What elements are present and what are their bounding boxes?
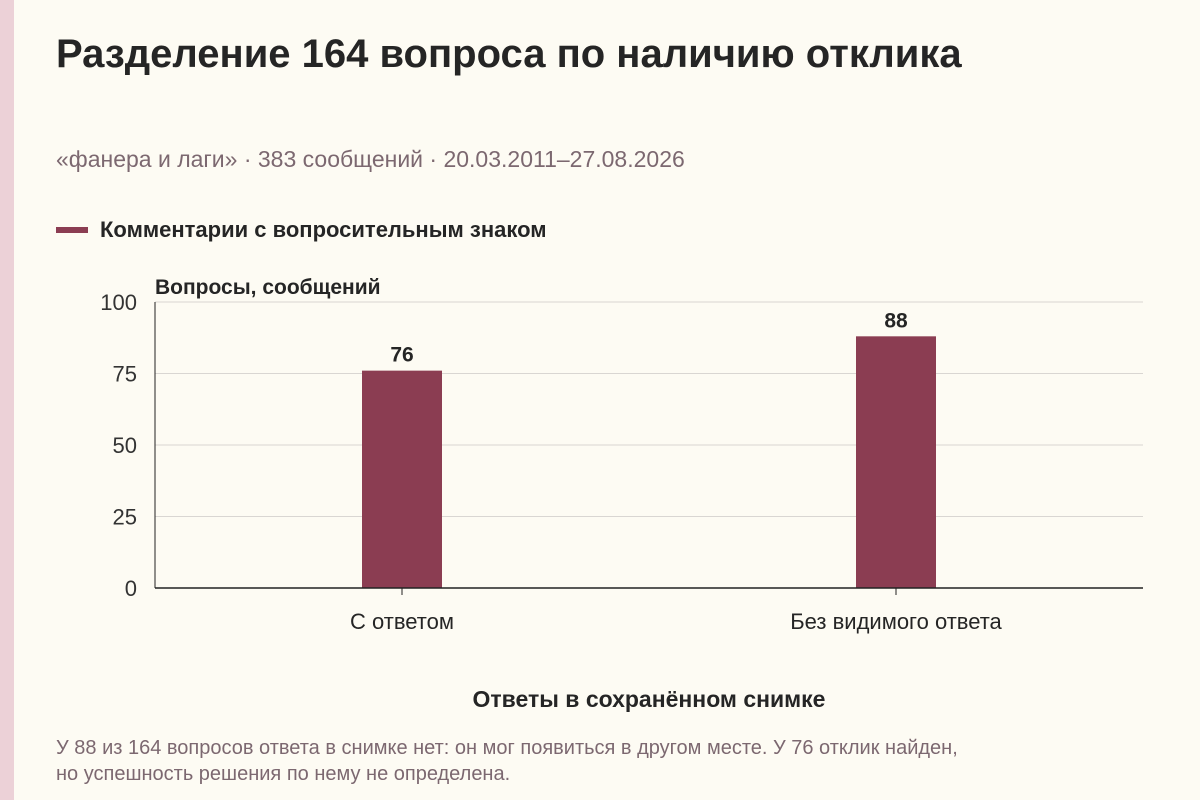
bar-chart: Вопросы, сообщений 0 25 50 75 100 76 С ответом 8… [100, 276, 1143, 634]
chart-legend: Комментарии с вопросительным знаком [56, 217, 547, 243]
y-tick-label: 0 [125, 576, 137, 601]
legend-label: Комментарии с вопросительным знаком [100, 217, 547, 242]
data-label: 88 [884, 309, 908, 332]
y-axis-title: Вопросы, сообщений [155, 276, 381, 299]
y-tick-label: 75 [113, 362, 137, 387]
chart-title: Разделение 164 вопроса по наличию отклик… [56, 32, 962, 76]
data-label: 76 [390, 344, 413, 367]
chart-subtitle: «фанера и лаги» · 383 сообщений · 20.03.… [56, 146, 685, 172]
x-tick-label: С ответом [350, 609, 454, 634]
bar [856, 336, 936, 588]
legend-swatch [56, 227, 88, 233]
x-axis-title: Ответы в сохранённом снимке [472, 686, 826, 712]
bar [362, 370, 442, 588]
y-tick-label: 50 [113, 433, 137, 458]
left-accent-bar [0, 0, 14, 800]
x-tick-label: Без видимого ответа [790, 609, 1002, 634]
footnote: У 88 из 164 вопросов ответа в снимке нет… [56, 735, 1136, 787]
footnote-line-2: но успешность решения по нему не определ… [56, 763, 511, 785]
y-tick-label: 25 [113, 505, 137, 530]
y-tick-label: 100 [100, 290, 137, 315]
footnote-line-1: У 88 из 164 вопросов ответа в снимке нет… [56, 737, 958, 759]
